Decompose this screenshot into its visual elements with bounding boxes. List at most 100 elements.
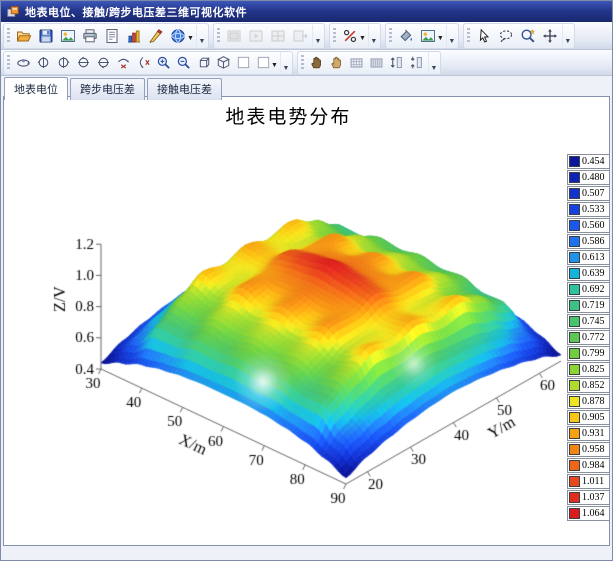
toolbar-group: ▼ <box>296 50 441 75</box>
title-bar[interactable]: 地表电位、接触/跨步电压差三维可视化软件 <box>1 1 612 22</box>
orbit-button[interactable] <box>13 53 33 72</box>
toolbar-grip-handle[interactable] <box>7 28 10 43</box>
toolbar-overflow-button[interactable]: ▼ <box>279 51 291 74</box>
grab-hand-light-icon <box>329 55 344 70</box>
mesh-grid-dense-button[interactable] <box>367 53 387 72</box>
azimuth-left-button[interactable] <box>33 53 53 72</box>
zoom-out-icon <box>176 55 191 70</box>
azimuth-right-button[interactable] <box>53 53 73 72</box>
save-button[interactable] <box>35 25 57 46</box>
grab-hand-button[interactable] <box>307 53 327 72</box>
bar-chart-button[interactable] <box>123 25 145 46</box>
cursor-button[interactable] <box>473 25 495 46</box>
axis-shrink-button[interactable] <box>407 53 427 72</box>
lasso-button[interactable] <box>495 25 517 46</box>
surface-chart[interactable] <box>4 125 569 537</box>
dropdown-arrow-icon[interactable]: ▼ <box>358 35 366 42</box>
mesh-grid-button[interactable] <box>347 53 367 72</box>
fill-bucket-button[interactable] <box>395 25 417 46</box>
legend-value: 1.011 <box>582 476 605 487</box>
legend-color-swatch <box>569 220 580 231</box>
zoom-out-button[interactable] <box>173 53 193 72</box>
axis-stretch-button[interactable] <box>387 53 407 72</box>
elevation-up-button[interactable] <box>73 53 93 72</box>
legend-entry: 0.692 <box>567 282 609 297</box>
blank-swatch-button[interactable] <box>233 53 253 72</box>
toolbar-grip-handle[interactable] <box>466 28 470 43</box>
box-perspective-icon <box>216 55 231 70</box>
rotate-y-icon <box>136 55 151 70</box>
legend-value: 0.586 <box>582 236 605 247</box>
report-button[interactable] <box>101 25 123 46</box>
toolbar-grip-handle[interactable] <box>7 55 10 70</box>
export-image-button[interactable] <box>417 25 439 46</box>
box-perspective-button[interactable] <box>213 53 233 72</box>
legend-color-swatch <box>569 412 580 423</box>
export-image-icon <box>420 28 436 44</box>
plot-panel: 地表电势分布 0.454 0.480 0.507 0.533 0.560 0.586 0.6… <box>3 96 610 546</box>
toolbar-grip-handle[interactable] <box>388 28 392 43</box>
frame-export-button <box>289 25 311 46</box>
tab-surface-potential[interactable]: 地表电位 <box>4 77 68 100</box>
legend-entry: 0.639 <box>567 266 609 281</box>
legend-entry: 1.011 <box>567 474 609 489</box>
color-legend: 0.454 0.480 0.507 0.533 0.560 0.586 0.613 0.639… <box>567 154 609 522</box>
percent-button[interactable] <box>339 25 361 46</box>
save-icon <box>38 28 54 44</box>
legend-value: 0.799 <box>582 348 605 359</box>
azimuth-left-icon <box>36 55 51 70</box>
legend-entry: 0.852 <box>567 378 609 393</box>
zoom-select-button[interactable] <box>517 25 539 46</box>
toolbar-grip-handle[interactable] <box>300 55 304 70</box>
frame-still-button <box>223 25 245 46</box>
blank-swatch-button[interactable] <box>253 53 273 72</box>
rotate-x-button[interactable] <box>113 53 133 72</box>
legend-value: 0.745 <box>582 316 605 327</box>
dropdown-arrow-icon[interactable]: ▼ <box>436 35 444 42</box>
tab-touch-voltage[interactable]: 接触电压差 <box>147 78 222 100</box>
dropdown-arrow-icon[interactable]: ▼ <box>271 62 278 69</box>
mesh-grid-dense-icon <box>369 55 384 70</box>
elevation-down-button[interactable] <box>93 53 113 72</box>
print-button[interactable] <box>79 25 101 46</box>
report-icon <box>104 28 120 44</box>
legend-color-swatch <box>569 444 580 455</box>
toolbar-overflow-button[interactable]: ▼ <box>367 24 379 47</box>
toolbar-overflow-button[interactable]: ▼ <box>311 24 323 47</box>
toolbar-overflow-button[interactable]: ▼ <box>427 51 439 74</box>
rotate-y-button[interactable] <box>133 53 153 72</box>
orbit-icon <box>16 55 31 70</box>
toolbar-group: ▼ <box>462 22 575 49</box>
box-orthographic-button[interactable] <box>193 53 213 72</box>
image-icon <box>60 28 76 44</box>
zoom-in-button[interactable] <box>153 53 173 72</box>
elevation-up-icon <box>76 55 91 70</box>
toolbar-overflow-button[interactable]: ▼ <box>561 24 573 47</box>
toolbar-overflow-button[interactable]: ▼ <box>445 24 457 47</box>
legend-entry: 0.825 <box>567 362 609 377</box>
dropdown-arrow-icon[interactable]: ▼ <box>187 35 194 42</box>
image-button[interactable] <box>57 25 79 46</box>
legend-entry: 0.454 <box>567 154 609 169</box>
tab-step-voltage[interactable]: 跨步电压差 <box>70 78 145 100</box>
legend-color-swatch <box>569 476 580 487</box>
legend-entry: 0.958 <box>567 442 609 457</box>
toolbar-grip-handle[interactable] <box>332 28 336 43</box>
toolbar-grip-handle[interactable] <box>216 28 220 43</box>
toolbar-overflow-button[interactable]: ▼ <box>195 24 207 47</box>
legend-entry: 0.984 <box>567 458 609 473</box>
grab-hand-light-button[interactable] <box>327 53 347 72</box>
draw-tools-button[interactable] <box>145 25 167 46</box>
axis-shrink-icon <box>409 55 424 70</box>
pan-move-button[interactable] <box>539 25 561 46</box>
axis-stretch-icon <box>389 55 404 70</box>
frame-play-button <box>245 25 267 46</box>
legend-value: 1.064 <box>582 508 605 519</box>
legend-value: 0.507 <box>582 188 605 199</box>
toolbar-group: ▼ <box>212 22 325 49</box>
open-folder-button[interactable] <box>13 25 35 46</box>
view-3d-button[interactable] <box>167 25 189 46</box>
legend-value: 0.480 <box>582 172 605 183</box>
legend-entry: 0.745 <box>567 314 609 329</box>
